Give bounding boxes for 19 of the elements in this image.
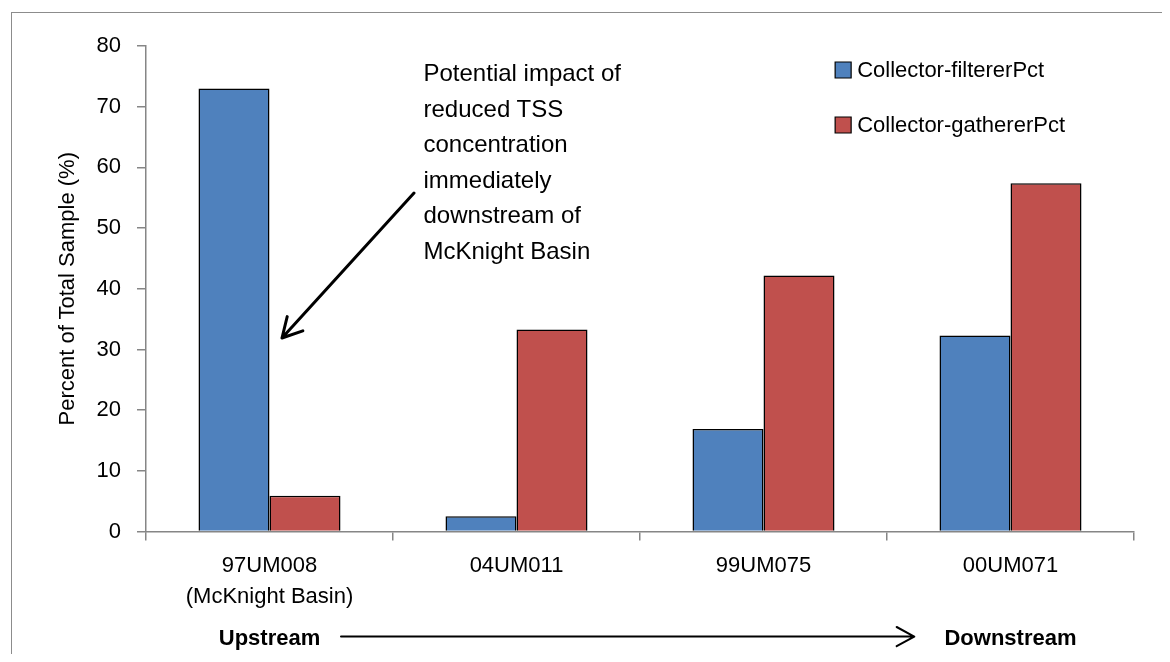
text: Upstream <box>218 625 321 651</box>
x-tick-label: 00UM071 <box>962 551 1059 577</box>
y-tick-label: 50 <box>96 214 121 240</box>
y-axis-title: Percent of Total Sample (%) <box>54 152 80 426</box>
x-tick-label: 04UM011 <box>469 551 564 577</box>
y-tick-label: 40 <box>96 274 121 300</box>
y-tick-label: 30 <box>96 335 121 361</box>
y-tick-label: 60 <box>96 153 121 179</box>
y-tick-label: 10 <box>96 456 121 482</box>
y-tick-label: 80 <box>96 32 121 58</box>
x-tick-label: 97UM008 (McKnight Basin) <box>185 551 354 609</box>
y-tick-label: 20 <box>96 396 121 422</box>
x-tick-label: 99UM075 <box>715 551 812 577</box>
annotation: Potential impact of reduced TSS concentration immediately downstream of McKnight Basin <box>423 58 622 266</box>
y-tick-label: 0 <box>108 517 121 543</box>
text: Downstream <box>944 625 1077 651</box>
y-tick-label: 70 <box>96 92 121 118</box>
legend-label: Collector-gathererPct <box>857 112 1066 138</box>
legend-label: Collector-filtererPct <box>857 57 1045 83</box>
